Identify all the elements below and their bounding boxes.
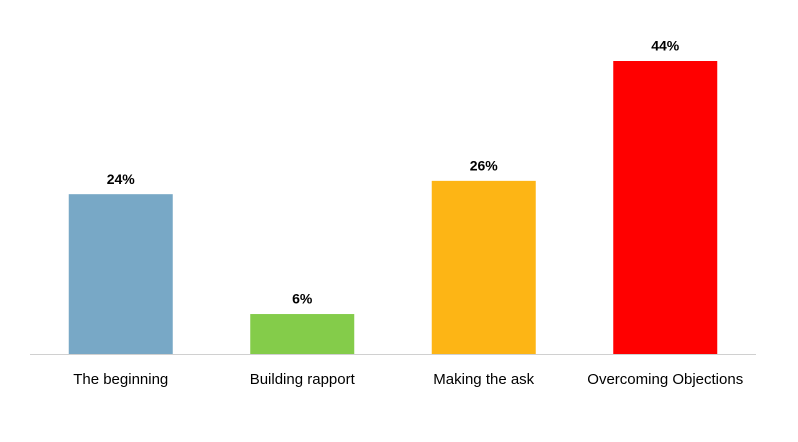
x-tick-label: The beginning [73,371,168,388]
bar [250,314,355,354]
x-tick-label: Building rapport [250,371,356,388]
value-label: 26% [470,158,499,174]
bar [68,194,173,354]
bar [431,180,536,354]
value-label: 6% [292,291,313,307]
value-label: 24% [107,171,136,187]
x-tick-label: Making the ask [433,371,534,388]
x-tick-label: Overcoming Objections [587,371,743,388]
bar [613,61,718,354]
value-label: 44% [651,38,680,54]
